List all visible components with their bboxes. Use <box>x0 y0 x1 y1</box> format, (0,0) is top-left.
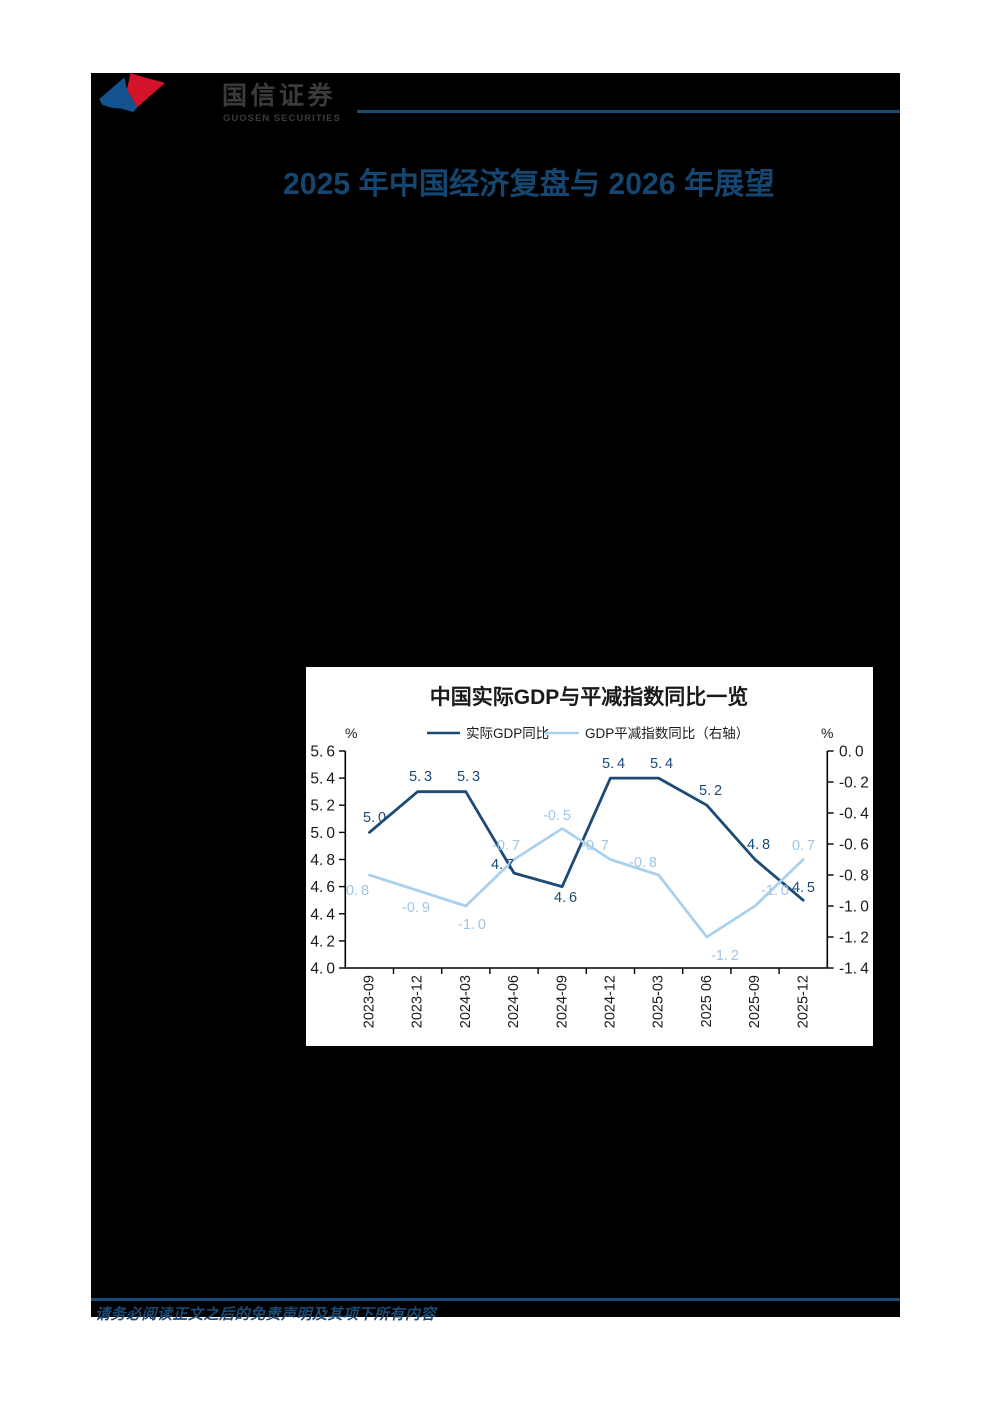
svg-text:2023-09: 2023-09 <box>362 975 378 1028</box>
svg-text:5. 4: 5. 4 <box>650 756 673 772</box>
svg-text:5. 4: 5. 4 <box>310 771 335 788</box>
svg-text:0. 7: 0. 7 <box>792 838 815 854</box>
svg-text:4. 8: 4. 8 <box>310 852 335 869</box>
svg-text:-0. 5: -0. 5 <box>543 808 571 824</box>
svg-text:-1. 2: -1. 2 <box>839 930 869 947</box>
svg-text:-1. 0: -1. 0 <box>839 899 869 916</box>
svg-text:-0. 9: -0. 9 <box>402 900 430 916</box>
svg-text:-1. 0: -1. 0 <box>761 883 789 899</box>
svg-text:5. 3: 5. 3 <box>457 769 480 785</box>
svg-text:-0. 8: -0. 8 <box>839 868 869 885</box>
svg-text:%: % <box>821 725 833 741</box>
svg-text:2024-06: 2024-06 <box>506 975 522 1028</box>
svg-text:4. 7: 4. 7 <box>491 857 514 873</box>
svg-text:5. 2: 5. 2 <box>310 798 335 815</box>
svg-text:5. 3: 5. 3 <box>409 769 432 785</box>
svg-text:2025-12: 2025-12 <box>795 975 811 1028</box>
svg-text:-1. 0: -1. 0 <box>458 917 486 933</box>
svg-text:4. 4: 4. 4 <box>310 906 335 923</box>
svg-text:-0. 7: -0. 7 <box>492 838 520 854</box>
svg-text:实际GDP同比: 实际GDP同比 <box>466 726 549 741</box>
svg-text:4. 6: 4. 6 <box>554 890 577 906</box>
svg-text:-1. 2: -1. 2 <box>711 948 739 964</box>
svg-text:2025 06: 2025 06 <box>699 975 715 1027</box>
svg-text:-0. 4: -0. 4 <box>839 806 869 823</box>
svg-text:4. 5: 4. 5 <box>792 880 815 896</box>
svg-text:5. 2: 5. 2 <box>699 783 722 799</box>
svg-text:2023-12: 2023-12 <box>410 975 426 1028</box>
svg-text:-1. 4: -1. 4 <box>839 961 869 978</box>
svg-text:-0. 7: -0. 7 <box>581 838 609 854</box>
svg-text:-0. 8: -0. 8 <box>629 855 657 871</box>
svg-text:4. 6: 4. 6 <box>310 879 335 896</box>
svg-text:2025-09: 2025-09 <box>747 975 763 1028</box>
svg-text:2025-03: 2025-03 <box>651 975 667 1028</box>
svg-text:5. 6: 5. 6 <box>310 744 335 761</box>
svg-text:0. 0: 0. 0 <box>839 744 864 761</box>
svg-text:2024-03: 2024-03 <box>458 975 474 1028</box>
svg-text:4. 0: 4. 0 <box>310 961 335 978</box>
svg-text:%: % <box>345 725 357 741</box>
svg-text:4. 8: 4. 8 <box>747 837 770 853</box>
svg-text:5. 0: 5. 0 <box>363 810 386 826</box>
svg-text:5. 4: 5. 4 <box>602 756 625 772</box>
svg-text:2024-09: 2024-09 <box>554 975 570 1028</box>
svg-text:2024-12: 2024-12 <box>603 975 619 1028</box>
svg-text:-0. 2: -0. 2 <box>839 775 869 792</box>
svg-text:5. 0: 5. 0 <box>310 825 335 842</box>
svg-text:0. 8: 0. 8 <box>346 883 369 899</box>
svg-text:中国实际GDP与平减指数同比一览: 中国实际GDP与平减指数同比一览 <box>430 685 749 709</box>
svg-text:4. 2: 4. 2 <box>310 933 335 950</box>
svg-text:-0. 6: -0. 6 <box>839 837 869 854</box>
svg-text:GDP平减指数同比（右轴）: GDP平减指数同比（右轴） <box>585 726 749 741</box>
